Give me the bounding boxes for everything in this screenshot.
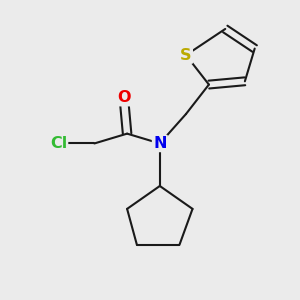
Text: Cl: Cl xyxy=(50,136,67,151)
Text: O: O xyxy=(117,90,130,105)
Text: S: S xyxy=(180,48,192,63)
Text: N: N xyxy=(153,136,166,151)
